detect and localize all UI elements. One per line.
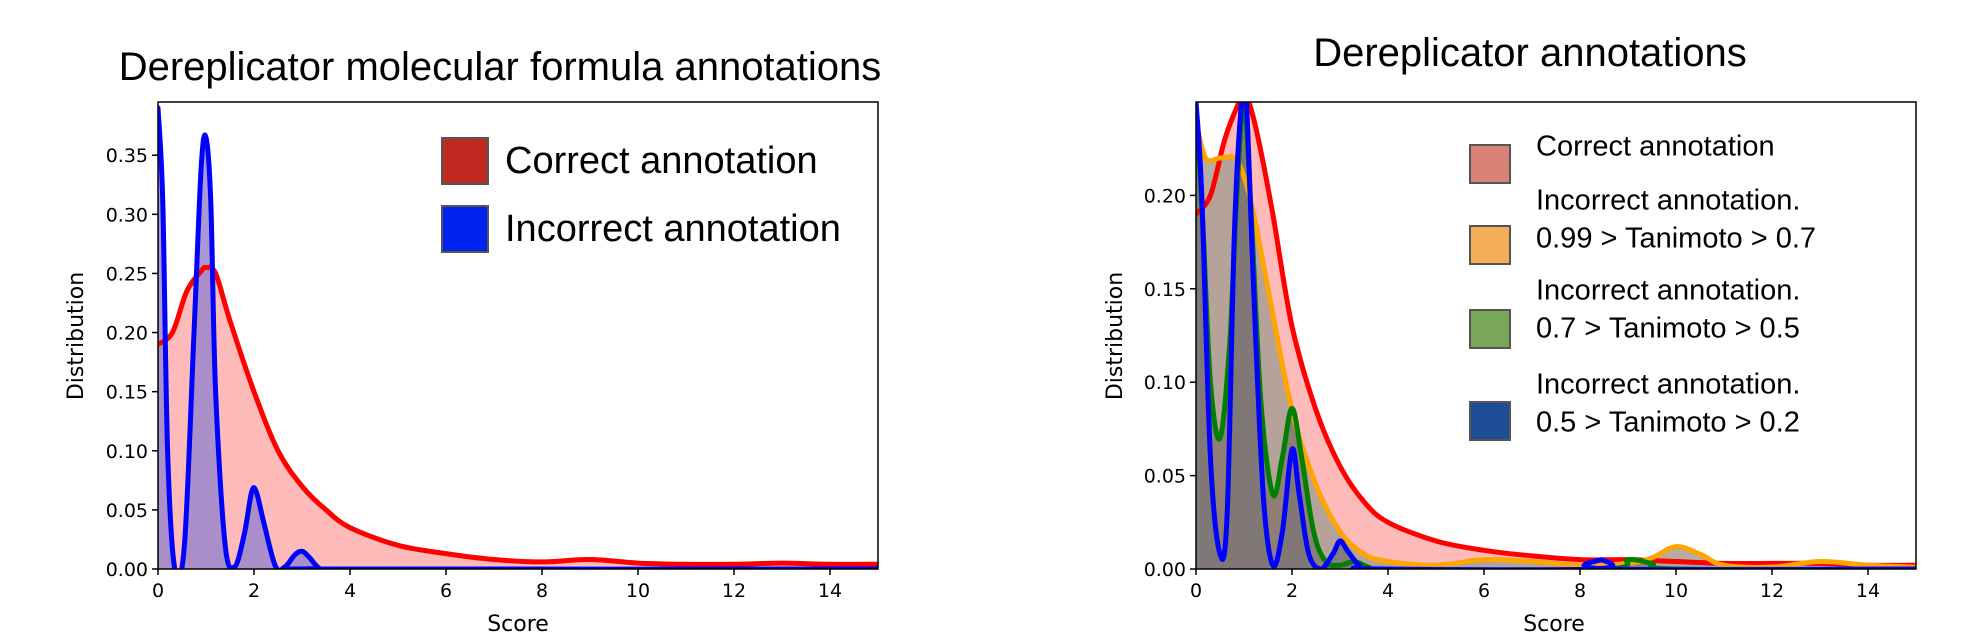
x-tick-label: 12 bbox=[1760, 580, 1784, 602]
x-tick-label: 14 bbox=[1856, 580, 1880, 602]
x-tick-label: 14 bbox=[818, 580, 842, 602]
legend-label-tanimoto-mid: Incorrect annotation. bbox=[1536, 275, 1800, 307]
x-tick-label: 0 bbox=[152, 580, 164, 602]
y-axis-label: Distribution bbox=[64, 272, 89, 400]
legend-label2-tanimoto-high: 0.99 > Tanimoto > 0.7 bbox=[1536, 223, 1816, 255]
y-tick-label: 0.20 bbox=[1144, 185, 1186, 207]
legend-label-incorrect: Incorrect annotation bbox=[505, 208, 841, 250]
legend-swatch-tanimoto-high bbox=[1469, 225, 1511, 265]
legend: Correct annotation Incorrect annotation bbox=[441, 137, 841, 253]
left-chart: Dereplicator molecular formula annotatio… bbox=[64, 45, 881, 637]
plot-frame bbox=[1195, 101, 1917, 570]
legend-label-correct: Correct annotation bbox=[1536, 131, 1775, 163]
x-tick-label: 6 bbox=[1478, 580, 1490, 602]
y-tick-label: 0.05 bbox=[106, 500, 148, 522]
chart-title: Dereplicator molecular formula annotatio… bbox=[119, 45, 882, 89]
y-tick-label: 0.20 bbox=[106, 323, 148, 345]
series-line-2 bbox=[158, 105, 878, 569]
x-tick-label: 4 bbox=[1382, 580, 1394, 602]
y-tick-label: 0.15 bbox=[1144, 279, 1186, 301]
y-tick-label: 0.00 bbox=[106, 559, 148, 581]
y-tick-label: 0.05 bbox=[1144, 466, 1186, 488]
chart-title: Dereplicator annotations bbox=[1313, 31, 1747, 75]
legend-swatch-tanimoto-low bbox=[1469, 401, 1511, 441]
legend-label-tanimoto-high: Incorrect annotation. bbox=[1536, 185, 1800, 217]
y-tick-label: 0.10 bbox=[106, 441, 148, 463]
x-tick-label: 8 bbox=[1574, 580, 1586, 602]
x-tick-label: 10 bbox=[626, 580, 650, 602]
legend-swatch-tanimoto-mid bbox=[1469, 309, 1511, 349]
legend-swatch-correct bbox=[441, 137, 489, 185]
legend-label-correct: Correct annotation bbox=[505, 140, 818, 182]
series-line-2 bbox=[1196, 118, 1916, 569]
x-tick-label: 12 bbox=[722, 580, 746, 602]
y-tick-label: 0.35 bbox=[106, 145, 148, 167]
x-axis-label: Score bbox=[1523, 612, 1585, 637]
legend-swatch-incorrect bbox=[441, 205, 489, 253]
x-tick-label: 2 bbox=[248, 580, 260, 602]
legend: Correct annotation Incorrect annotation.… bbox=[1469, 131, 1816, 441]
y-tick-label: 0.15 bbox=[106, 382, 148, 404]
x-tick-label: 0 bbox=[1190, 580, 1202, 602]
legend-label-tanimoto-low: Incorrect annotation. bbox=[1536, 369, 1800, 401]
series-area-1 bbox=[158, 267, 878, 569]
legend-label2-tanimoto-mid: 0.7 > Tanimoto > 0.5 bbox=[1536, 313, 1800, 345]
right-chart: Dereplicator annotations 0 2 4 6 8 10 12 14 0.00… bbox=[1103, 31, 1917, 637]
y-tick-label: 0.30 bbox=[106, 204, 148, 226]
legend-label2-tanimoto-low: 0.5 > Tanimoto > 0.2 bbox=[1536, 407, 1800, 439]
y-axis-label: Distribution bbox=[1103, 272, 1128, 400]
x-tick-label: 8 bbox=[536, 580, 548, 602]
x-axis-label: Score bbox=[487, 612, 549, 637]
series-line-1 bbox=[158, 264, 878, 567]
x-tick-label: 2 bbox=[1286, 580, 1298, 602]
plot-frame bbox=[157, 101, 879, 570]
legend-swatch-correct bbox=[1469, 144, 1511, 184]
x-tick-label: 4 bbox=[344, 580, 356, 602]
y-tick-label: 0.10 bbox=[1144, 372, 1186, 394]
series-line-4 bbox=[1196, 102, 1916, 569]
y-tick-label: 0.00 bbox=[1144, 559, 1186, 581]
y-tick-label: 0.25 bbox=[106, 263, 148, 285]
x-tick-label: 6 bbox=[440, 580, 452, 602]
x-tick-label: 10 bbox=[1664, 580, 1688, 602]
series-area-3 bbox=[1196, 102, 1916, 569]
